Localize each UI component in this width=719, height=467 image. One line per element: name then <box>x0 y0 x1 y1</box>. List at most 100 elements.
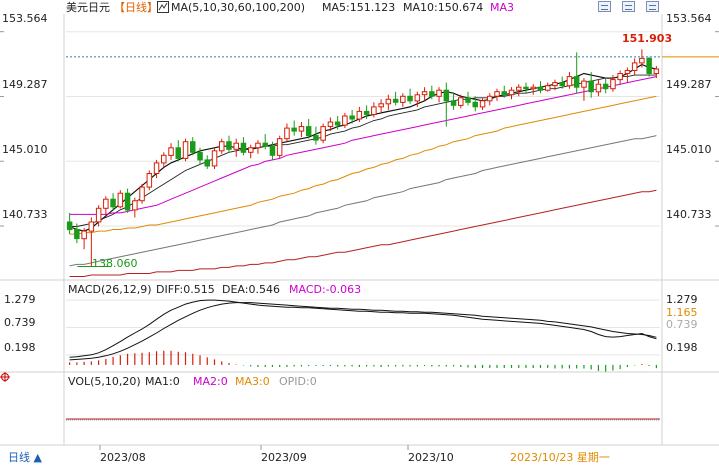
ma5-value: MA5:151.123 <box>322 1 396 14</box>
candle-down <box>262 142 268 147</box>
candle-up <box>342 115 348 126</box>
candle-up <box>487 95 493 102</box>
price-tick-left: 153.564 <box>2 12 48 25</box>
zoom-in-icon[interactable] <box>598 1 611 12</box>
instrument-name: 美元日元 <box>66 1 110 14</box>
period-tag[interactable]: 【日线】 <box>114 1 158 14</box>
candle-down <box>443 89 450 102</box>
candle-down <box>124 192 131 211</box>
ma-line-ma10 <box>69 74 657 227</box>
candle-down <box>588 80 594 93</box>
candle-up <box>255 142 261 149</box>
candle-up <box>378 103 384 108</box>
period-low-label: 138.060 <box>92 257 138 270</box>
candle-up <box>132 200 138 211</box>
candle-down <box>190 141 196 153</box>
candle-down <box>175 147 181 159</box>
macd-dea: DEA:0.546 <box>222 283 280 296</box>
candle-up <box>356 110 363 120</box>
candle-down <box>646 57 652 75</box>
candle-up <box>182 141 189 159</box>
date-label: 2023/08 <box>100 451 146 464</box>
macd-tick-right: 1.279 <box>666 293 698 306</box>
candle-up <box>610 79 616 90</box>
macd-current-value: 1.165 <box>666 306 698 319</box>
macd-line-diff <box>69 299 657 358</box>
candle-down <box>429 91 435 97</box>
candle-up <box>566 76 573 87</box>
candle-up <box>103 198 109 209</box>
candle-up <box>385 98 392 105</box>
candle-up <box>436 89 442 97</box>
vol-opid: OPID:0 <box>279 375 317 388</box>
candle-up <box>595 83 602 93</box>
cursor-date-label: 2023/10/23 星期一 <box>510 451 610 464</box>
candle-down <box>392 98 399 103</box>
candle-down <box>472 101 478 108</box>
candle-down <box>291 127 297 132</box>
ma-line-ma200 <box>69 189 657 277</box>
candle-up <box>400 95 406 103</box>
candle-down <box>197 151 203 161</box>
candle-up <box>371 106 377 116</box>
macd-line-dea <box>69 302 657 361</box>
date-label: 2023/09 <box>261 451 307 464</box>
candle-down <box>523 86 529 90</box>
price-tick-right: 140.733 <box>666 208 712 221</box>
ma-line-ma30 <box>69 76 657 215</box>
macd-tick-right: 0.739 <box>666 318 698 331</box>
zoom-out-icon[interactable] <box>622 1 635 12</box>
candle-up <box>494 91 500 97</box>
macd-tick-right: 0.198 <box>666 341 698 354</box>
candle-up <box>479 100 486 108</box>
candle-up <box>233 142 239 150</box>
candle-up <box>81 230 87 240</box>
candle-down <box>305 126 312 137</box>
candle-up <box>153 162 160 174</box>
period-button[interactable]: 日线 ▲ <box>8 451 42 464</box>
expand-icon[interactable] <box>646 1 659 12</box>
vol-ma2: MA2:0 <box>193 375 228 388</box>
candle-up <box>653 68 660 74</box>
candle-down <box>537 86 544 91</box>
candle-up <box>516 86 522 91</box>
candle-up <box>161 154 167 164</box>
macd-value: MACD:-0.063 <box>289 283 362 296</box>
crosshair-icon[interactable] <box>0 372 10 382</box>
candle-down <box>334 121 341 126</box>
candle-up <box>631 62 638 72</box>
candle-up <box>581 80 587 88</box>
candle-up <box>88 221 95 232</box>
price-tick-left: 140.733 <box>2 208 48 221</box>
candle-down <box>407 95 413 102</box>
macd-tick-left: 1.279 <box>4 293 36 306</box>
candle-up <box>421 91 428 96</box>
candle-down <box>602 83 609 90</box>
candle-up <box>639 57 645 64</box>
macd-diff: DIFF:0.515 <box>156 283 215 296</box>
candle-up <box>95 207 102 223</box>
candle-up <box>545 85 551 91</box>
ma-params: MA(5,10,30,60,100,200) <box>171 1 306 14</box>
ma3-label: MA3 <box>490 1 515 14</box>
candle-down <box>501 91 507 96</box>
date-label: 2023/10 <box>408 451 454 464</box>
candle-down <box>573 76 580 88</box>
vol-ma3: MA3:0 <box>235 375 270 388</box>
price-tick-left: 145.010 <box>2 143 48 156</box>
price-tick-right: 145.010 <box>666 143 712 156</box>
candle-up <box>211 150 218 167</box>
candle-up <box>276 138 283 156</box>
candle-up <box>458 97 464 106</box>
candle-down <box>74 229 80 240</box>
candle-up <box>139 186 145 202</box>
candle-up <box>298 126 305 132</box>
vol-ma1: MA1:0 <box>145 375 180 388</box>
candle-down <box>363 110 370 115</box>
candle-up <box>414 94 421 102</box>
candle-down <box>66 221 73 231</box>
candle-up <box>219 141 225 152</box>
price-tick-right: 153.564 <box>666 12 712 25</box>
indicator-settings-icon[interactable] <box>157 1 169 13</box>
